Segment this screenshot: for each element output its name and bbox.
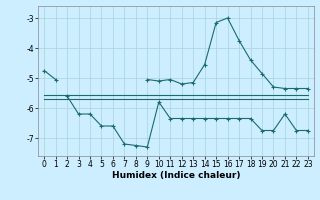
X-axis label: Humidex (Indice chaleur): Humidex (Indice chaleur)	[112, 171, 240, 180]
